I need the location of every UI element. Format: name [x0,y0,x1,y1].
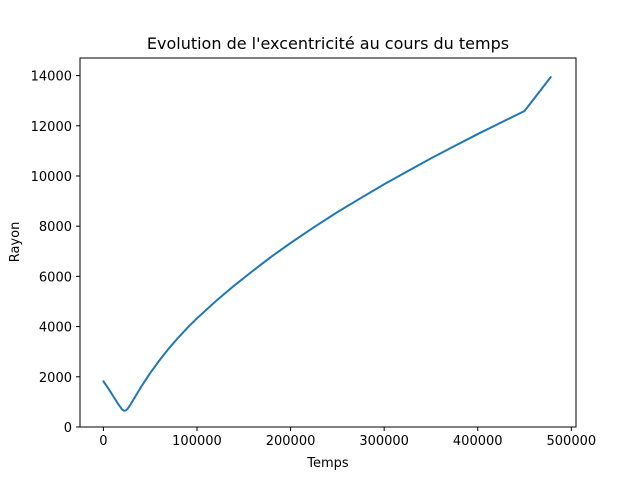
y-tick-label: 4000 [39,321,72,336]
plot-area [102,76,552,412]
y-tick-label: 10000 [31,170,72,185]
y-tick-label: 6000 [39,270,72,285]
y-tick-label: 2000 [39,371,72,386]
x-tick-label: 300000 [359,434,409,449]
x-tick-label: 0 [99,434,107,449]
series-line-0 [102,76,552,412]
y-tick-label: 8000 [39,220,72,235]
y-tick-label: 14000 [31,70,72,85]
y-axis: 0 2000 4000 6000 8000 10000 12000 14000 [31,70,80,436]
y-tick-label: 12000 [31,120,72,135]
x-tick-label: 100000 [172,434,222,449]
x-axis: 0 100000 200000 300000 400000 500000 [99,427,596,449]
x-axis-title: Temps [306,456,349,471]
x-tick-label: 400000 [453,434,503,449]
plot-frame [79,57,577,428]
y-axis-title: Rayon [8,222,23,263]
y-tick-label: 0 [64,421,72,436]
x-tick-label: 500000 [547,434,597,449]
chart-title: Evolution de l'excentricité au cours du … [147,34,509,53]
x-tick-label: 200000 [266,434,316,449]
